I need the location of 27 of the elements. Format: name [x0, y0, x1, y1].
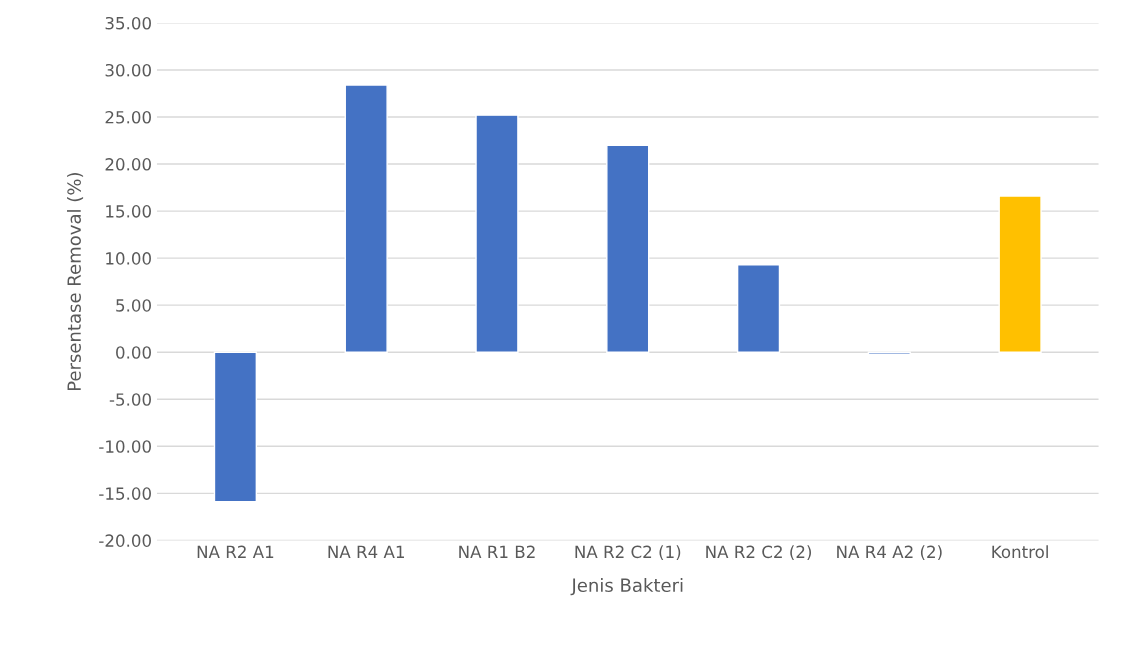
bar	[998, 195, 1042, 353]
x-tick-label: NA R2 C2 (1)	[575, 545, 681, 561]
bar	[213, 351, 258, 503]
y-tick-label: 15.00	[106, 205, 151, 218]
bar	[475, 114, 519, 353]
y-tick-label: 30.00	[105, 63, 151, 77]
x-axis-title: Jenis Bakteri	[570, 578, 683, 596]
x-tick-label: NA R2 C2 (2)	[706, 545, 812, 561]
x-tick-label: NA R4 A2 (2)	[837, 545, 942, 561]
y-tick-label: -10.00	[99, 440, 151, 453]
y-tick-label: -15.00	[99, 487, 151, 500]
y-tick-label: -5.00	[109, 393, 151, 406]
y-tick-label: -20.00	[99, 534, 151, 547]
y-tick-label: 0.00	[116, 346, 151, 359]
y-tick-label: 35.00	[105, 16, 151, 30]
y-tick-label: 20.00	[105, 158, 151, 171]
y-tick-label: 25.00	[105, 110, 151, 124]
bar	[606, 144, 650, 353]
x-tick-label: Kontrol	[992, 545, 1048, 559]
y-tick-label: 10.00	[106, 252, 151, 265]
y-tick-label: 5.00	[116, 299, 151, 312]
x-tick-label: NA R4 A1	[328, 545, 404, 558]
y-axis-title: Persentase Removal (%)	[66, 173, 84, 391]
x-tick-label: NA R2 A1	[197, 545, 274, 558]
x-tick-label: NA R1 B2	[459, 545, 535, 558]
bar	[736, 264, 781, 353]
bar	[344, 84, 388, 353]
